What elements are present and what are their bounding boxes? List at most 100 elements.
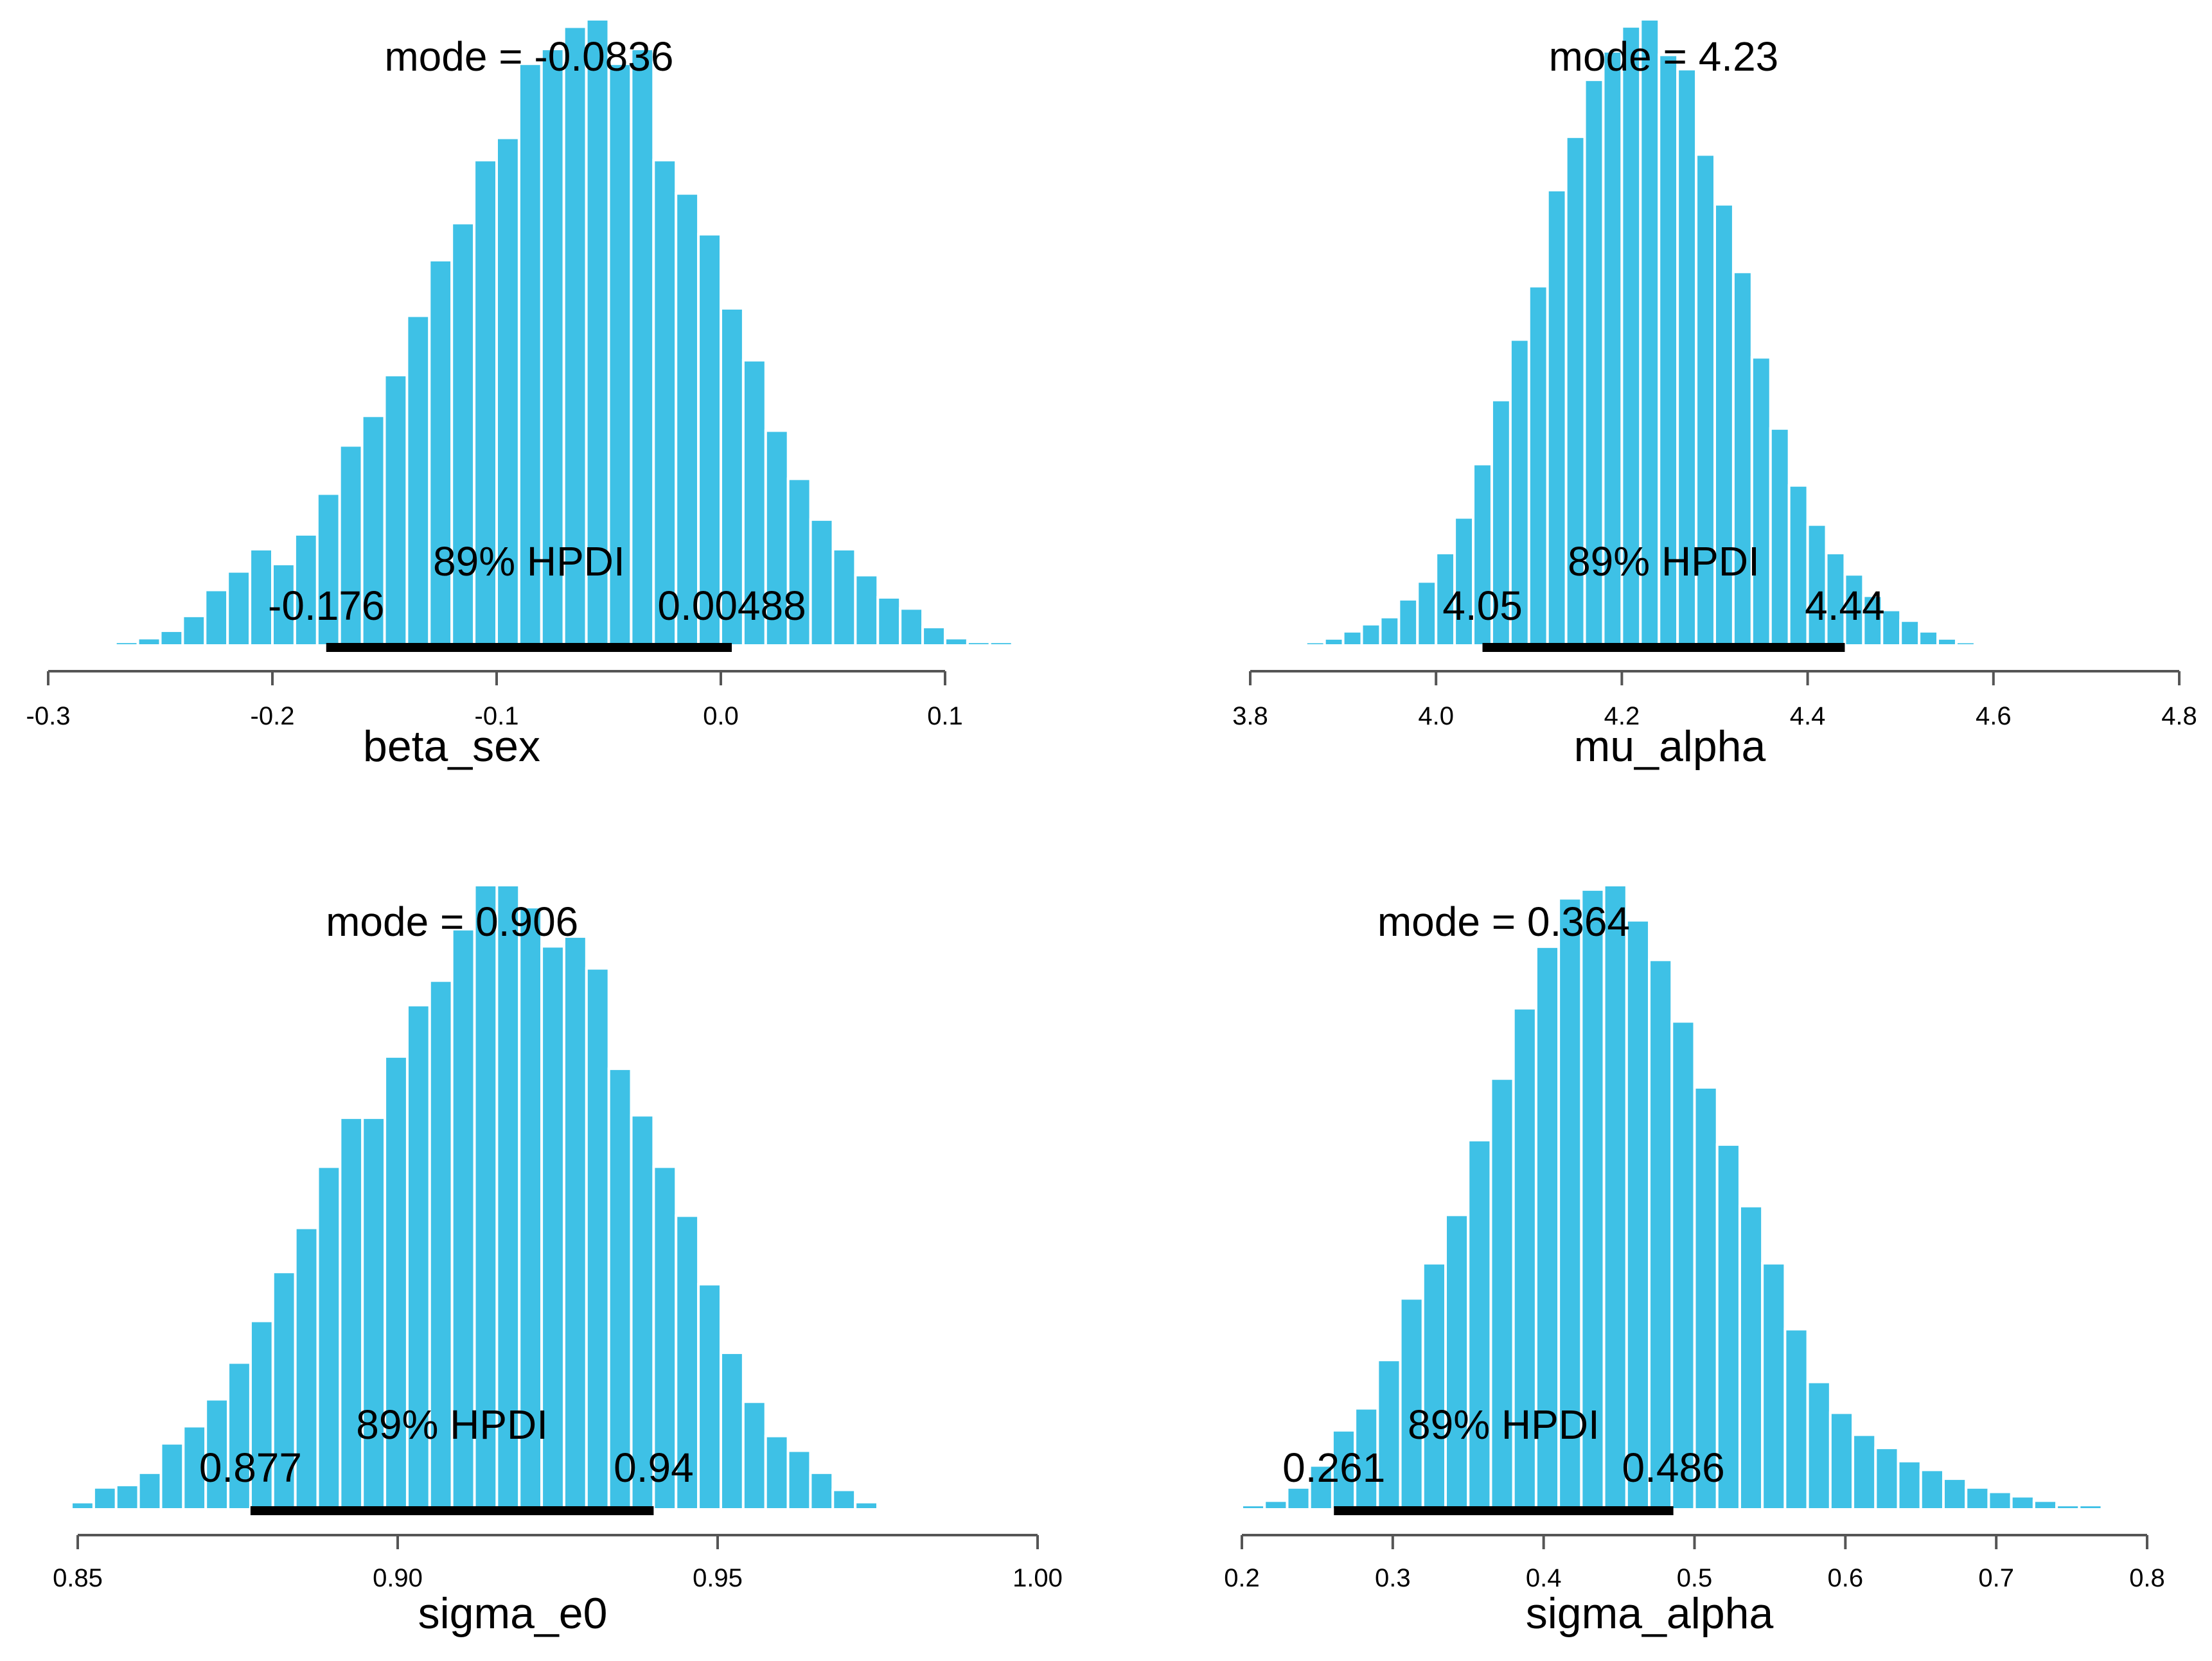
histogram-bar <box>899 607 925 647</box>
hpdi-lower-label: -0.176 <box>268 583 384 629</box>
histogram-bar <box>1421 1261 1447 1511</box>
x-axis-label: beta_sex <box>363 722 540 771</box>
histogram-bar <box>944 637 969 647</box>
histogram-bar <box>1769 427 1791 647</box>
histogram-bar <box>741 1400 767 1511</box>
histogram-bar <box>1625 918 1651 1511</box>
histogram-bar <box>1620 25 1642 647</box>
histogram-bar <box>1919 1468 1945 1511</box>
histogram-bar <box>876 596 902 647</box>
histogram-bar <box>114 640 139 647</box>
histogram-bar <box>854 1500 880 1511</box>
x-tick-label: -0.3 <box>26 702 71 730</box>
hpdi-upper-label: 4.44 <box>1805 583 1885 629</box>
histogram-bar <box>831 1488 857 1511</box>
histogram-bar <box>1899 619 1921 647</box>
histogram-bar <box>720 307 745 647</box>
histogram-bar <box>1731 270 1753 647</box>
x-tick-label: 0.0 <box>703 702 739 730</box>
histogram-bar <box>786 1449 812 1511</box>
mode-label: mode = -0.0836 <box>384 33 673 80</box>
histogram-bar <box>405 314 431 647</box>
histogram-bar <box>1693 1085 1719 1511</box>
histogram-bar <box>809 518 835 647</box>
histogram-bar <box>1843 573 1865 647</box>
hpdi-lower-label: 4.05 <box>1442 583 1523 629</box>
histogram-bar <box>630 1114 655 1511</box>
histogram-bar <box>339 1116 364 1511</box>
histogram-bar <box>562 935 588 1511</box>
histogram-bar <box>607 1067 633 1511</box>
histogram-bar <box>1341 629 1363 647</box>
histogram-bar <box>137 1471 163 1511</box>
histogram-bar <box>652 1165 678 1511</box>
histogram-bar <box>249 548 274 647</box>
histogram-bar <box>1534 945 1561 1511</box>
histogram-bar <box>182 1425 208 1511</box>
histogram-bar <box>1942 1477 1968 1511</box>
histogram-bar <box>293 532 319 647</box>
hpdi-lower-label: 0.877 <box>199 1445 302 1491</box>
x-axis-label: sigma_e0 <box>418 1589 608 1638</box>
histogram-bar <box>1761 1261 1787 1511</box>
histogram-bar <box>675 192 700 647</box>
histogram-bar <box>428 259 454 647</box>
histogram-bar <box>966 640 991 647</box>
histogram-bar <box>114 1483 140 1511</box>
histogram-bar <box>1564 135 1586 647</box>
panel-sigma-e0: 0.85 0.90 0.95 1.00 sigma_e0 89% HPDI 0.877 0.9… <box>53 884 1063 1638</box>
histogram-bar <box>1416 580 1438 647</box>
histogram-bar <box>136 637 162 647</box>
x-tick-label: 0.6 <box>1828 1564 1864 1592</box>
hpdi-upper-label: 0.94 <box>614 1445 694 1491</box>
histogram-bar <box>1397 597 1419 647</box>
histogram-bar <box>1527 285 1549 647</box>
histogram-bar <box>1750 356 1772 647</box>
histogram-bar <box>181 614 207 647</box>
hpdi-label: 89% HPDI <box>356 1402 548 1448</box>
histogram-bar <box>1828 1411 1855 1511</box>
x-tick-label: 0.8 <box>2129 1564 2165 1592</box>
histogram-bar <box>159 629 184 647</box>
histogram-bar <box>854 574 880 647</box>
histogram-bar <box>1546 188 1568 647</box>
histogram-bar <box>159 1442 185 1511</box>
x-tick-label: 4.2 <box>1604 702 1640 730</box>
histogram-bar <box>1987 1490 2013 1511</box>
panel-beta-sex: -0.3 -0.2 -0.1 0.0 0.1 beta_sex 89% HPDI -0.176… <box>26 18 1014 771</box>
mode-label: mode = 0.364 <box>1377 899 1630 945</box>
x-tick-label: 0.4 <box>1526 1564 1562 1592</box>
histogram-bar <box>1467 1139 1492 1511</box>
x-tick-label: 4.4 <box>1790 702 1826 730</box>
x-tick-label: 4.8 <box>2161 702 2197 730</box>
x-tick-label: 3.8 <box>1232 702 1268 730</box>
panel-sigma-alpha: 0.2 0.3 0.4 0.5 0.6 0.7 0.8 sigma_alpha 89% HPDI… <box>1224 884 2165 1638</box>
histogram-bar <box>630 48 655 647</box>
histogram-bar <box>2010 1495 2035 1511</box>
histogram-bar <box>921 626 946 647</box>
x-tick-label: 4.0 <box>1418 702 1454 730</box>
hpdi-label: 89% HPDI <box>1568 538 1760 584</box>
hpdi-label: 89% HPDI <box>433 538 625 584</box>
hpdi-label: 89% HPDI <box>1408 1402 1600 1448</box>
x-tick-label: -0.1 <box>475 702 519 730</box>
histogram-bar <box>2055 1504 2081 1511</box>
histogram-bar <box>1323 637 1345 647</box>
histogram-bar <box>1304 640 1326 647</box>
histogram-bar <box>204 588 229 647</box>
histogram-bar <box>1241 1504 1266 1511</box>
histogram-bar <box>518 906 544 1511</box>
histogram-bar <box>384 1055 409 1511</box>
mode-label: mode = 0.906 <box>326 899 578 945</box>
x-axis-label: mu_alpha <box>1574 722 1766 771</box>
hpdi-upper-label: 0.486 <box>1622 1445 1725 1491</box>
histogram-bar <box>988 640 1014 647</box>
histogram-bar <box>719 1351 745 1511</box>
histogram-bar <box>249 1319 274 1511</box>
histogram-bar <box>361 1116 387 1511</box>
histogram-bar <box>2032 1499 2058 1511</box>
hpdi-upper-label: 0.00488 <box>657 583 806 629</box>
histogram-bar <box>1783 1328 1809 1511</box>
histogram-bar <box>1509 338 1530 647</box>
